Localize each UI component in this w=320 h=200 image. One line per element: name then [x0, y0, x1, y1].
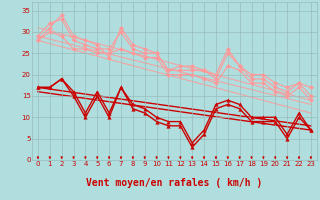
X-axis label: Vent moyen/en rafales ( km/h ): Vent moyen/en rafales ( km/h ) — [86, 179, 262, 188]
